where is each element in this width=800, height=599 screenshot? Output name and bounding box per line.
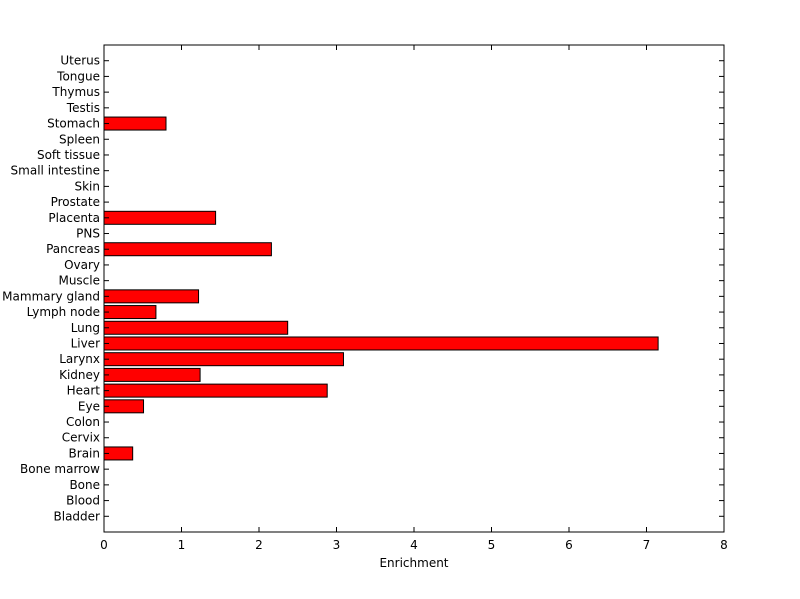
y-tick-label: Kidney — [59, 368, 100, 382]
bar-heart — [103, 383, 328, 398]
plot-frame — [103, 44, 725, 533]
y-tick-label: Skin — [74, 179, 100, 193]
y-tick-label: Muscle — [58, 274, 100, 288]
y-tick-label: Pancreas — [46, 242, 100, 256]
x-ticks-group: 0 1 2 3 4 5 6 7 8 — [100, 45, 728, 552]
bar-eye — [103, 399, 145, 414]
y-tick-label: Heart — [67, 384, 101, 398]
y-tick-label: Prostate — [51, 195, 100, 209]
x-tick-label: 8 — [720, 538, 728, 552]
x-axis-label: Enrichment — [379, 556, 448, 570]
y-tick-label: Liver — [71, 336, 101, 350]
bar-placenta — [103, 210, 217, 225]
x-tick-label: 1 — [178, 538, 186, 552]
y-tick-label: Larynx — [59, 352, 100, 366]
bar-lymph-node — [103, 305, 157, 320]
y-tick-label: Placenta — [48, 211, 100, 225]
x-tick-label: 6 — [565, 538, 573, 552]
y-tick-label: Soft tissue — [37, 148, 100, 162]
plot-area — [104, 45, 724, 532]
y-tick-label: Colon — [66, 415, 100, 429]
y-tick-label: Lymph node — [27, 305, 100, 319]
bar-liver — [103, 336, 659, 351]
y-tick-label: PNS — [76, 227, 100, 241]
bar-pancreas — [103, 242, 272, 257]
bar-larynx — [103, 352, 344, 367]
y-tick-label: Uterus — [60, 54, 100, 68]
y-tick-label: Lung — [71, 321, 100, 335]
y-tick-label: Bladder — [54, 509, 101, 523]
x-tick-label: 0 — [100, 538, 108, 552]
y-tick-label: Bone — [69, 478, 100, 492]
y-tick-label: Cervix — [62, 431, 100, 445]
y-tick-label: Eye — [78, 399, 100, 413]
bar-mammary-gland — [103, 289, 200, 304]
x-tick-label: 7 — [643, 538, 651, 552]
bar-kidney — [103, 367, 201, 382]
y-tick-label: Stomach — [47, 117, 100, 131]
x-tick-label: 5 — [488, 538, 496, 552]
y-tick-label: Testis — [66, 101, 100, 115]
x-tick-label: 2 — [255, 538, 263, 552]
y-tick-label: Bone marrow — [20, 462, 100, 476]
bar-lung — [103, 320, 289, 335]
y-tick-label: Small intestine — [11, 164, 100, 178]
y-tick-label: Brain — [69, 446, 100, 460]
x-tick-label: 4 — [410, 538, 418, 552]
y-tick-label: Spleen — [59, 132, 100, 146]
bar-stomach — [103, 116, 167, 131]
y-tick-label: Blood — [66, 494, 100, 508]
x-tick-label: 3 — [333, 538, 341, 552]
y-tick-label: Mammary gland — [2, 289, 100, 303]
y-tick-label: Ovary — [64, 258, 100, 272]
y-tick-label: Tongue — [56, 69, 100, 83]
y-tick-label: Thymus — [51, 85, 100, 99]
